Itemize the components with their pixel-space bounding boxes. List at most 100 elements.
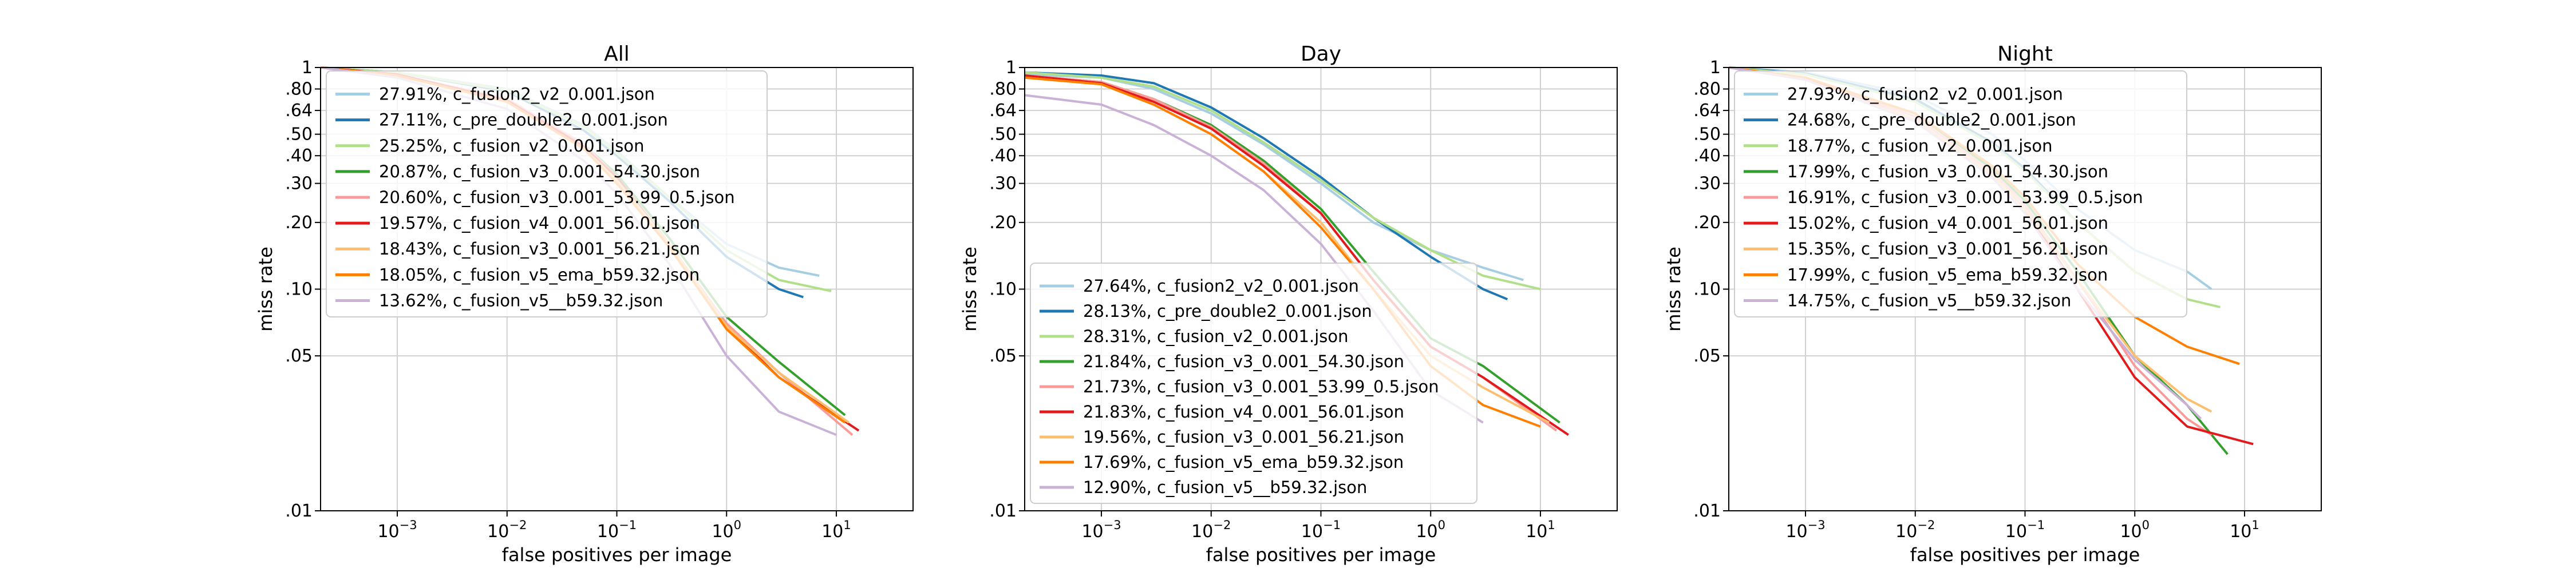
x-tick-base: 10 <box>1191 522 1213 542</box>
y-tick-label: .01 <box>989 501 1017 521</box>
x-axis-label: false positives per image <box>1206 544 1436 566</box>
y-tick-label: .80 <box>1693 80 1721 100</box>
y-tick-label: 1 <box>1006 58 1017 78</box>
y-tick-label: .10 <box>285 280 313 300</box>
legend-label-1: 27.93%, c_fusion2_v2_0.001.json <box>1787 85 2063 104</box>
x-tick-label: 10−2 <box>1895 518 1935 542</box>
y-tick-label: .64 <box>285 101 313 121</box>
x-tick-base: 10 <box>821 522 843 542</box>
x-tick-label: 10−3 <box>377 518 417 542</box>
x-tick-label: 100 <box>1416 518 1445 542</box>
legend-label-3: 28.31%, c_fusion_v2_0.001.json <box>1083 327 1348 346</box>
legend-label-4: 21.84%, c_fusion_v3_0.001_54.30.json <box>1083 352 1404 371</box>
x-tick-exponent: −1 <box>2027 518 2045 532</box>
x-tick-label: 10−3 <box>1785 518 1825 542</box>
y-tick-label: 1 <box>1710 58 1721 78</box>
legend-label-8: 18.05%, c_fusion_v5_ema_b59.32.json <box>379 265 700 284</box>
x-tick-label: 10−2 <box>1191 518 1231 542</box>
x-tick-exponent: −1 <box>619 518 637 532</box>
legend-label-4: 20.87%, c_fusion_v3_0.001_54.30.json <box>379 162 700 181</box>
legend-label-2: 28.13%, c_pre_double2_0.001.json <box>1083 301 1372 321</box>
series-line-1 <box>1024 73 1524 281</box>
y-tick-label: .40 <box>285 146 313 166</box>
y-axis-label: miss rate <box>1663 247 1685 332</box>
x-tick-base: 10 <box>377 522 399 542</box>
x-tick-exponent: −3 <box>1104 518 1121 532</box>
x-axis-label: false positives per image <box>502 544 732 566</box>
legend: 27.93%, c_fusion2_v2_0.001.json 24.68%, c… <box>1734 70 2187 317</box>
y-tick-label: .64 <box>1693 101 1721 121</box>
legend: 27.91%, c_fusion2_v2_0.001.json 27.11%, c… <box>326 70 768 317</box>
x-tick-exponent: 0 <box>2142 518 2150 532</box>
x-tick-label: 101 <box>2230 518 2259 542</box>
x-tick-base: 10 <box>2005 522 2027 542</box>
y-tick-label: .01 <box>1693 501 1721 521</box>
legend-label-7: 18.43%, c_fusion_v3_0.001_56.21.json <box>379 239 700 259</box>
x-tick-base: 10 <box>597 522 619 542</box>
chart-title-all: All <box>604 42 630 66</box>
x-axis-ticks: 10−3 10−2 10−1 100 101 <box>377 511 851 542</box>
legend-label-7: 19.56%, c_fusion_v3_0.001_56.21.json <box>1083 427 1404 447</box>
legend-label-1: 27.91%, c_fusion2_v2_0.001.json <box>379 85 655 104</box>
legend: 27.64%, c_fusion2_v2_0.001.json 28.13%, c… <box>1030 263 1477 504</box>
y-tick-label: .10 <box>989 280 1017 300</box>
x-tick-base: 10 <box>712 522 733 542</box>
x-axis-label: false positives per image <box>1910 544 2140 566</box>
y-tick-label: .20 <box>285 213 313 233</box>
x-tick-label: 10−1 <box>1301 518 1341 542</box>
x-tick-base: 10 <box>1785 522 1807 542</box>
y-axis-ticks: 1.80.64 .50.40 .30 .20 .10 .05 .01 <box>285 58 321 521</box>
x-tick-exponent: 0 <box>734 518 741 532</box>
legend-label-8: 17.99%, c_fusion_v5_ema_b59.32.json <box>1787 265 2108 284</box>
x-tick-label: 100 <box>2120 518 2150 542</box>
x-tick-base: 10 <box>1416 522 1437 542</box>
x-tick-base: 10 <box>1081 522 1103 542</box>
y-tick-label: .50 <box>285 125 313 145</box>
x-tick-exponent: 0 <box>1438 518 1445 532</box>
legend-label-7: 15.35%, c_fusion_v3_0.001_56.21.json <box>1787 239 2108 259</box>
y-axis-ticks: 1.80.64 .50.40 .30 .20 .10 .05 .01 <box>989 58 1025 521</box>
x-tick-label: 10−3 <box>1081 518 1121 542</box>
y-axis-ticks: 1.80.64 .50.40 .30 .20 .10 .05 .01 <box>1693 58 1729 521</box>
legend-label-6: 15.02%, c_fusion_v4_0.001_56.01.json <box>1787 213 2108 233</box>
legend-label-6: 19.57%, c_fusion_v4_0.001_56.01.json <box>379 213 700 233</box>
legend-label-3: 18.77%, c_fusion_v2_0.001.json <box>1787 136 2052 156</box>
x-tick-base: 10 <box>2120 522 2142 542</box>
y-tick-label: .05 <box>285 346 313 366</box>
x-tick-label: 101 <box>1526 518 1555 542</box>
legend-label-5: 21.73%, c_fusion_v3_0.001_53.99_0.5.json <box>1083 377 1439 396</box>
y-tick-label: .80 <box>989 80 1017 100</box>
legend-label-4: 17.99%, c_fusion_v3_0.001_54.30.json <box>1787 162 2108 181</box>
y-tick-label: .20 <box>989 213 1017 233</box>
x-tick-exponent: −2 <box>1213 518 1231 532</box>
x-tick-label: 10−1 <box>2005 518 2045 542</box>
y-tick-label: .01 <box>285 501 313 521</box>
legend-label-2: 27.11%, c_pre_double2_0.001.json <box>379 110 668 130</box>
y-tick-label: 1 <box>302 58 313 78</box>
x-tick-base: 10 <box>487 522 509 542</box>
legend-box <box>1734 70 2187 317</box>
y-tick-label: .20 <box>1693 213 1721 233</box>
y-tick-label: .30 <box>285 174 313 194</box>
chart-title-night: Night <box>1997 42 2053 66</box>
x-tick-exponent: 1 <box>843 518 851 532</box>
y-tick-label: .50 <box>1693 125 1721 145</box>
y-axis-label: miss rate <box>255 247 276 332</box>
y-tick-label: .05 <box>1693 346 1721 366</box>
y-tick-label: .10 <box>1693 280 1721 300</box>
x-tick-label: 100 <box>712 518 741 542</box>
legend-label-8: 17.69%, c_fusion_v5_ema_b59.32.json <box>1083 452 1404 472</box>
legend-label-9: 13.62%, c_fusion_v5__b59.32.json <box>379 291 663 310</box>
y-tick-label: .30 <box>989 174 1017 194</box>
legend-box <box>326 70 768 317</box>
x-tick-exponent: 1 <box>2251 518 2259 532</box>
chart-title-day: Day <box>1301 42 1341 66</box>
y-tick-label: .30 <box>1693 174 1721 194</box>
x-tick-exponent: 1 <box>1547 518 1555 532</box>
x-axis-ticks: 10−3 10−2 10−1 100 101 <box>1785 511 2259 542</box>
legend-box <box>1030 263 1477 504</box>
legend-label-2: 24.68%, c_pre_double2_0.001.json <box>1787 110 2076 130</box>
x-tick-label: 101 <box>821 518 851 542</box>
legend-label-9: 12.90%, c_fusion_v5__b59.32.json <box>1083 478 1367 497</box>
